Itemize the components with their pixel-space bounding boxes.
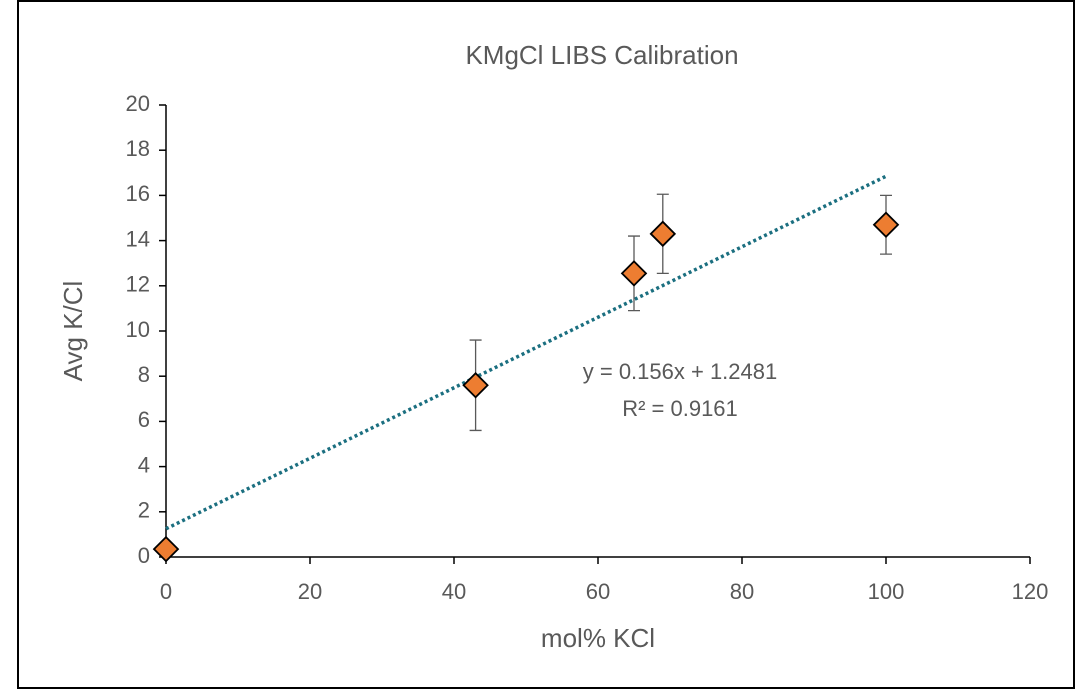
data-point	[649, 220, 677, 248]
y-tick-label: 20	[126, 91, 150, 116]
trendline-equation: y = 0.156x + 1.2481	[583, 359, 778, 384]
y-tick-label: 10	[126, 317, 150, 342]
y-axis-label: Avg K/Cl	[58, 281, 88, 382]
y-tick-label: 6	[138, 407, 150, 432]
data-point	[462, 371, 489, 399]
trendline-r2: R² = 0.9161	[622, 396, 738, 421]
x-tick-label: 20	[298, 579, 322, 604]
x-tick-label: 40	[442, 579, 466, 604]
y-tick-label: 12	[126, 272, 150, 297]
y-tick-label: 4	[138, 452, 150, 477]
x-tick-label: 120	[1012, 579, 1049, 604]
y-tick-label: 16	[126, 181, 150, 206]
chart-title: KMgCl LIBS Calibration	[465, 40, 738, 70]
x-tick-label: 60	[586, 579, 610, 604]
data-point	[152, 535, 180, 563]
data-point	[620, 260, 648, 287]
y-tick-label: 2	[138, 498, 150, 523]
x-axis-label: mol% KCl	[541, 623, 655, 653]
trendline	[165, 174, 887, 531]
data-point	[872, 211, 900, 239]
y-tick-label: 14	[126, 226, 150, 251]
y-tick-label: 8	[138, 362, 150, 387]
x-tick-label: 100	[868, 579, 905, 604]
y-tick-label: 18	[126, 136, 150, 161]
y-tick-label: 0	[138, 543, 150, 568]
x-tick-label: 0	[160, 579, 172, 604]
x-tick-label: 80	[730, 579, 754, 604]
